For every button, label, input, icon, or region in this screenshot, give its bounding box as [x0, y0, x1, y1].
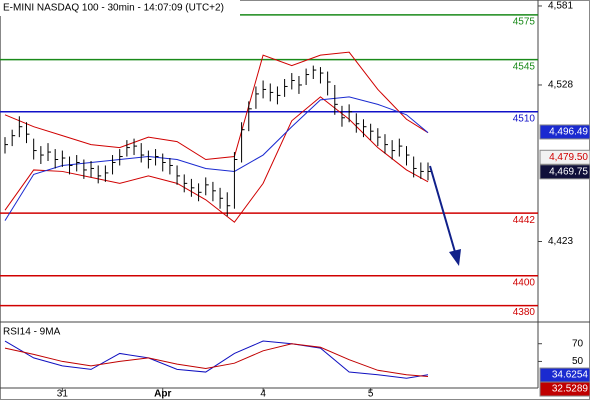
panel-label: RSI14 - 9MA	[3, 327, 61, 338]
overlay-line	[4, 51, 429, 161]
y-tick-label: 4,423	[548, 236, 573, 247]
badge-label: 4,496.49	[549, 127, 588, 138]
chart-title: E-MINI NASDAQ 100 - 30min - 14:07:09 (UT…	[3, 3, 224, 14]
y-tick-label: 4,528	[548, 80, 573, 91]
level-label: 4545	[513, 61, 536, 72]
level-label: 4510	[513, 113, 536, 124]
x-tick-label: Apr	[154, 389, 171, 400]
badge-label: 34.6254	[552, 370, 589, 381]
level-label: 4442	[513, 215, 536, 226]
level-label: 4575	[513, 17, 536, 28]
y-tick-label: 70	[572, 338, 584, 349]
title-bg	[0, 0, 240, 16]
badge-bg	[539, 164, 590, 180]
badge-label: 4,479.50	[549, 152, 588, 163]
badge-bg	[539, 381, 590, 397]
arrow	[429, 165, 461, 266]
x-tick-label: 5	[368, 389, 374, 400]
level-label: 4400	[513, 277, 536, 288]
badge-bg	[539, 149, 590, 165]
rsi-line	[4, 343, 429, 377]
rsi-line	[4, 340, 429, 379]
badge-label: 4,469.75	[549, 166, 588, 177]
x-tick-label: 31	[57, 389, 69, 400]
level-label: 4380	[513, 307, 536, 318]
arrow-shaft	[429, 165, 456, 253]
y-tick-label: 4,581	[548, 1, 573, 12]
arrow-head	[449, 249, 461, 266]
badge-label: 32.5289	[552, 384, 589, 395]
x-tick-label: 4	[260, 389, 266, 400]
badge-bg	[539, 124, 590, 140]
y-tick-label: 50	[572, 356, 584, 367]
